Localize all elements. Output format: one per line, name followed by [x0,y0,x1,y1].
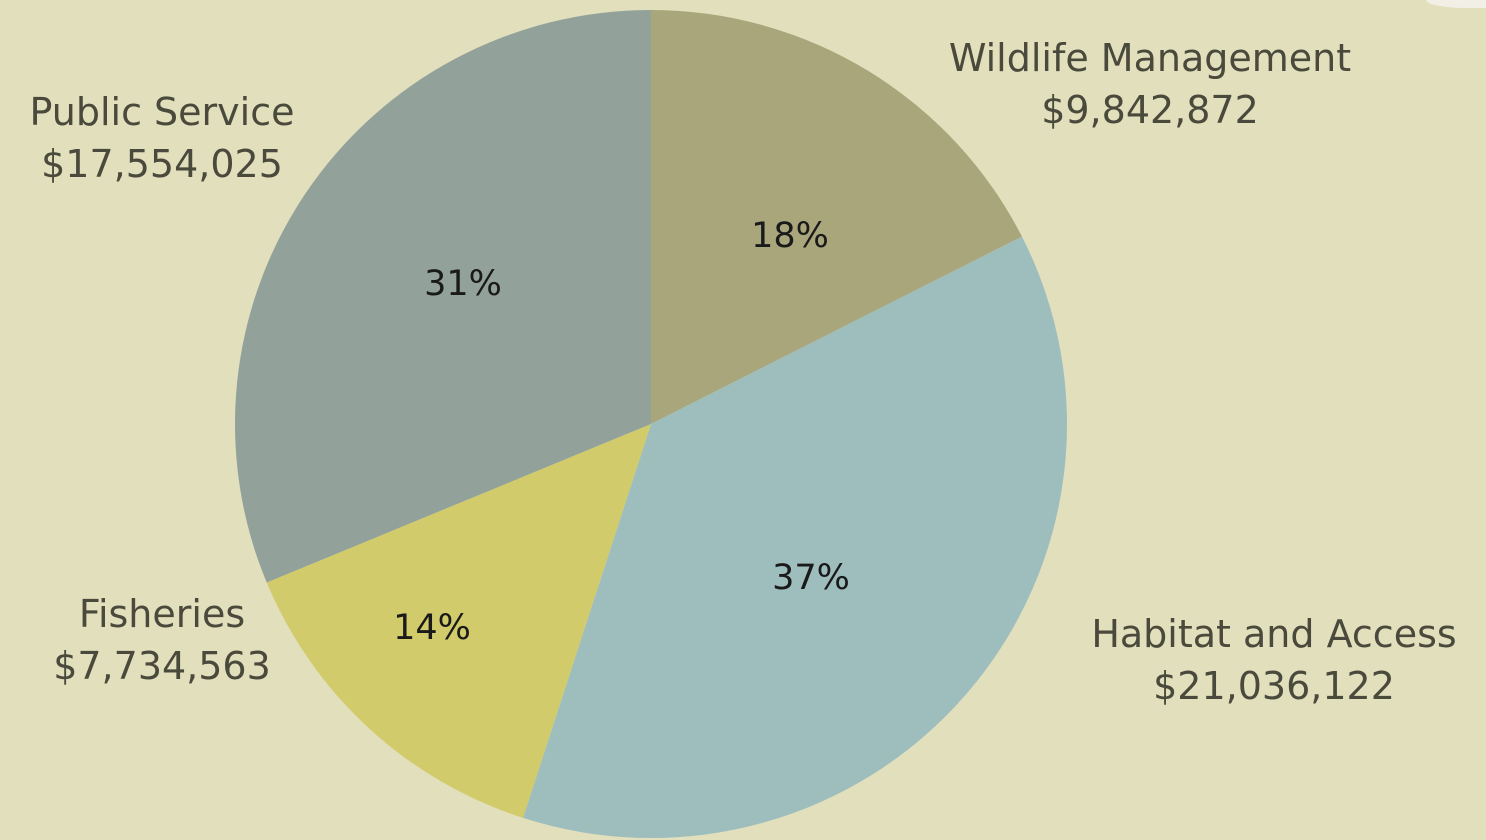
slice-name: Wildlife Management [948,36,1352,80]
pie-slice-wildlife-management [651,10,1022,424]
corner-decoration [1426,0,1486,8]
pie-slice-habitat-and-access [523,236,1068,839]
slice-label-public-service: Public Service $17,554,025 [2,86,322,190]
slice-name: Habitat and Access [1091,612,1457,656]
pie-slice-fisheries [266,424,651,818]
slice-percent-fisheries: 14% [393,608,471,648]
slice-amount: $21,036,122 [1153,664,1395,708]
slice-amount: $17,554,025 [41,142,283,186]
slice-name: Fisheries [78,592,246,636]
slice-amount: $9,842,872 [1041,88,1259,132]
slice-percent-habitat-and-access: 37% [772,558,850,598]
slice-amount: $7,734,563 [53,644,271,688]
slice-percent-public-service: 31% [424,264,502,304]
slice-name: Public Service [29,90,295,134]
slice-label-habitat-and-access: Habitat and Access $21,036,122 [1066,608,1482,712]
pie-slice-public-service [235,10,652,583]
slice-label-fisheries: Fisheries $7,734,563 [22,588,302,692]
slice-label-wildlife-management: Wildlife Management $9,842,872 [930,32,1370,136]
slice-percent-wildlife-management: 18% [751,216,829,256]
